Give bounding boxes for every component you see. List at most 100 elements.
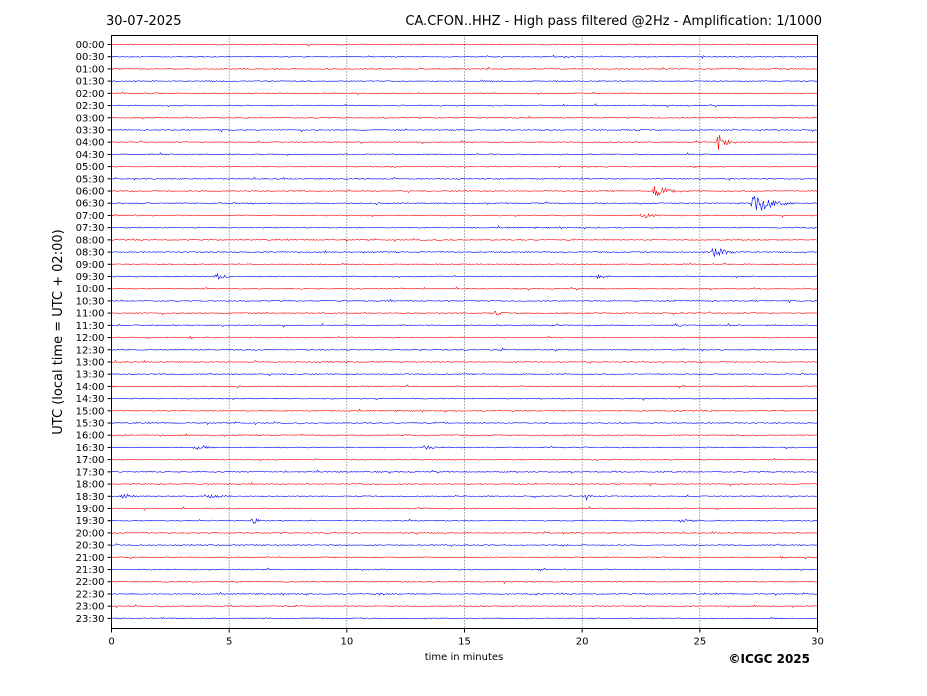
trace-1830 [111, 493, 818, 502]
trace-0730 [111, 225, 818, 230]
trace-1900 [111, 506, 818, 511]
trace-0300 [111, 115, 818, 120]
chart-title: CA.CFON..HHZ - High pass filtered @2Hz -… [405, 14, 822, 29]
trace-1500 [111, 408, 818, 413]
trace-1130 [111, 323, 818, 328]
y-tick-label: 00:30 [76, 52, 105, 63]
trace-2230 [111, 591, 818, 596]
y-tick-label: 19:00 [76, 504, 105, 515]
x-tick-label: 5 [226, 637, 232, 648]
y-tick-label: 22:00 [76, 577, 105, 588]
y-axis-label: UTC (local time = UTC + 02:00) [51, 229, 66, 434]
trace-1400 [111, 384, 818, 389]
trace-0030 [111, 54, 818, 59]
y-tick-label: 09:00 [76, 260, 105, 271]
chart-date: 30-07-2025 [106, 14, 182, 29]
trace-2300 [111, 604, 818, 609]
y-tick-label: 23:00 [76, 602, 105, 613]
x-axis-label: time in minutes [425, 652, 504, 663]
trace-1600 [111, 433, 818, 437]
x-tick-label: 0 [108, 637, 114, 648]
y-tick-label: 04:00 [76, 138, 105, 149]
trace-0430 [111, 152, 818, 156]
trace-1000 [111, 286, 818, 291]
trace-1330 [111, 372, 818, 377]
y-tick-label: 01:00 [76, 64, 105, 75]
y-tick-label: 00:00 [76, 40, 105, 51]
copyright-label: ©ICGC 2025 [728, 652, 810, 666]
y-tick-label: 07:00 [76, 211, 105, 222]
y-tick-label: 18:30 [76, 492, 105, 503]
trace-0330 [111, 128, 818, 133]
y-tick-label: 03:30 [76, 125, 105, 136]
trace-1100 [111, 310, 818, 316]
trace-2100 [111, 555, 818, 560]
trace-2130 [111, 567, 818, 572]
grid-lines [228, 35, 701, 629]
y-tick-label: 21:30 [76, 565, 105, 576]
y-tick-label: 16:30 [76, 443, 105, 454]
y-tick-label: 13:00 [76, 357, 105, 368]
trace-0130 [111, 79, 818, 83]
trace-0800 [111, 237, 818, 242]
y-tick-label: 11:30 [76, 321, 105, 332]
y-tick-label: 02:00 [76, 89, 105, 100]
y-tick-label: 13:30 [76, 370, 105, 381]
trace-1800 [111, 481, 818, 487]
y-tick-label: 05:30 [76, 174, 105, 185]
y-tick-label: 02:30 [76, 101, 105, 112]
trace-2030 [111, 543, 818, 548]
y-tick-label: 17:00 [76, 455, 105, 466]
trace-0830 [111, 247, 818, 258]
y-tick-label: 05:00 [76, 162, 105, 173]
trace-2330 [111, 616, 818, 620]
y-tick-label: 18:00 [76, 480, 105, 491]
y-tick-label: 07:30 [76, 223, 105, 234]
trace-0400 [111, 134, 818, 150]
trace-0930 [111, 272, 818, 280]
trace-1930 [111, 517, 818, 524]
y-tick-label: 14:00 [76, 382, 105, 393]
trace-lines [111, 43, 818, 620]
y-tick-label: 15:30 [76, 419, 105, 430]
y-tick-label: 10:30 [76, 296, 105, 307]
y-tick-label: 03:00 [76, 113, 105, 124]
x-tick-label: 20 [576, 637, 589, 648]
y-tick-label: 17:30 [76, 467, 105, 478]
x-tick-label: 25 [693, 637, 706, 648]
y-tick-label: 12:00 [76, 333, 105, 344]
y-tick-label: 12:30 [76, 345, 105, 356]
trace-0600 [111, 186, 818, 197]
y-tick-label: 11:00 [76, 309, 105, 320]
trace-1200 [111, 335, 818, 340]
y-tick-label: 06:00 [76, 187, 105, 198]
y-tick-label: 10:00 [76, 284, 105, 295]
trace-1530 [111, 421, 818, 426]
x-tick-labels: 0 5 10 15 20 25 30 [108, 628, 824, 648]
trace-0100 [111, 66, 818, 70]
y-tick-label: 20:30 [76, 541, 105, 552]
trace-0630 [111, 196, 818, 211]
y-tick-label: 21:00 [76, 553, 105, 564]
x-tick-label: 30 [811, 637, 824, 648]
trace-1630 [111, 445, 818, 451]
trace-0700 [111, 213, 818, 219]
y-tick-label: 23:30 [76, 614, 105, 625]
x-tick-label: 10 [340, 637, 353, 648]
trace-1030 [111, 298, 818, 304]
y-tick-label: 06:30 [76, 199, 105, 210]
trace-1730 [111, 469, 818, 474]
trace-1230 [111, 347, 818, 352]
trace-0530 [111, 176, 818, 181]
trace-2000 [111, 530, 818, 535]
y-tick-label: 08:30 [76, 248, 105, 259]
trace-1700 [111, 457, 818, 462]
trace-0230 [111, 103, 818, 108]
y-tick-label: 01:30 [76, 77, 105, 88]
trace-0900 [111, 262, 818, 266]
trace-1300 [111, 359, 818, 365]
y-tick-label: 04:30 [76, 150, 105, 161]
y-tick-label: 15:00 [76, 406, 105, 417]
